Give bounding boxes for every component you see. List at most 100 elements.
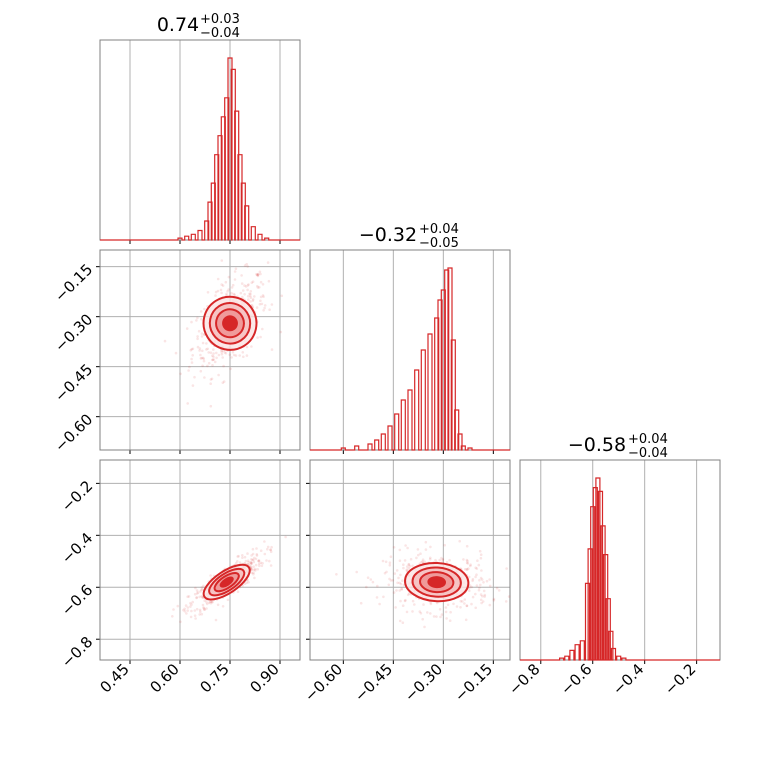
- scatter-point: [438, 608, 442, 611]
- scatter-point: [222, 349, 225, 353]
- scatter-point: [495, 586, 499, 590]
- scatter-point: [411, 599, 415, 603]
- scatter-point: [477, 588, 481, 592]
- scatter-point: [203, 599, 206, 602]
- scatter-point: [250, 303, 254, 307]
- scatter-point: [185, 327, 189, 330]
- scatter-point: [262, 309, 265, 312]
- scatter-point: [256, 273, 259, 277]
- scatter-point: [463, 598, 467, 601]
- scatter-point: [199, 353, 202, 357]
- scatter-point: [263, 306, 266, 310]
- scatter-point: [434, 558, 437, 562]
- scatter-point: [468, 589, 471, 593]
- scatter-point: [203, 307, 206, 311]
- scatter-point: [201, 349, 204, 353]
- scatter-point: [256, 286, 260, 289]
- scatter-point: [252, 565, 255, 568]
- scatter-point: [199, 590, 202, 593]
- scatter-point: [202, 608, 206, 611]
- scatter-point: [207, 351, 210, 354]
- scatter-point: [220, 291, 223, 295]
- scatter-point: [479, 576, 483, 580]
- contour-level: [219, 576, 234, 588]
- scatter-point: [234, 561, 238, 565]
- scatter-point: [194, 617, 197, 620]
- scatter-point: [279, 330, 283, 334]
- scatter-point: [462, 558, 465, 561]
- scatter-point: [243, 555, 247, 559]
- scatter-point: [201, 364, 204, 368]
- scatter-point: [260, 302, 264, 306]
- scatter-point: [398, 581, 401, 585]
- scatter-point: [222, 380, 226, 383]
- scatter-point: [243, 582, 247, 585]
- scatter-point: [190, 320, 193, 324]
- scatter-point: [249, 561, 253, 564]
- scatter-point: [201, 341, 205, 345]
- scatter-point: [207, 361, 211, 365]
- scatter-point: [429, 556, 432, 560]
- scatter-point: [399, 582, 403, 586]
- title-minus-0: −0.04: [200, 26, 240, 41]
- scatter-point: [220, 283, 223, 286]
- scatter-point: [466, 559, 469, 563]
- scatter-point: [270, 348, 274, 351]
- scatter-point: [207, 601, 211, 605]
- scatter-point: [209, 599, 213, 603]
- scatter-point: [259, 299, 262, 303]
- scatter-point: [257, 559, 260, 563]
- scatter-point: [444, 606, 448, 609]
- scatter-point: [475, 573, 478, 576]
- scatter-point: [200, 588, 203, 592]
- scatter-point: [220, 353, 224, 356]
- scatter-point: [229, 367, 232, 371]
- scatter-point: [190, 603, 193, 606]
- scatter-point: [465, 561, 469, 564]
- scatter-point: [424, 540, 428, 544]
- x-tick-label: −0.8: [505, 660, 543, 698]
- scatter-point: [227, 275, 231, 279]
- scatter-point: [252, 560, 256, 564]
- scatter-point: [198, 595, 201, 599]
- histogram-line: [100, 57, 300, 241]
- scatter-point: [193, 592, 197, 596]
- scatter-point: [435, 615, 438, 618]
- scatter-point: [214, 294, 217, 297]
- scatter-point: [401, 621, 405, 624]
- scatter-point: [470, 602, 473, 606]
- scatter-point: [465, 604, 469, 607]
- scatter-point: [252, 568, 256, 571]
- scatter-point: [407, 563, 411, 567]
- scatter-point: [413, 603, 416, 606]
- scatter-point: [423, 625, 426, 629]
- scatter-point: [212, 352, 215, 355]
- scatter-point: [384, 560, 388, 564]
- scatter-point: [405, 569, 409, 573]
- scatter-point: [268, 308, 271, 312]
- scatter-point: [232, 292, 236, 296]
- scatter-point: [483, 595, 486, 598]
- scatter-point: [382, 595, 385, 599]
- scatter-point: [193, 375, 196, 379]
- scatter-point: [232, 353, 236, 357]
- scatter-point: [250, 568, 254, 571]
- scatter-point: [189, 615, 193, 619]
- scatter-point: [191, 600, 194, 604]
- scatter-point: [369, 578, 373, 581]
- scatter-point: [214, 618, 218, 622]
- scatter-point: [381, 559, 385, 563]
- scatter-point: [387, 583, 391, 587]
- scatter-point: [193, 609, 197, 612]
- scatter-point: [261, 327, 264, 331]
- scatter-point: [245, 581, 249, 584]
- scatter-point: [259, 561, 263, 565]
- scatter-point: [402, 563, 405, 566]
- histogram-line: [520, 477, 720, 661]
- scatter-point: [246, 295, 250, 298]
- scatter-point: [256, 274, 260, 278]
- scatter-point: [263, 304, 267, 307]
- scatter-point: [258, 564, 261, 568]
- scatter-point: [461, 600, 464, 603]
- title-plus-2: +0.04: [628, 432, 668, 447]
